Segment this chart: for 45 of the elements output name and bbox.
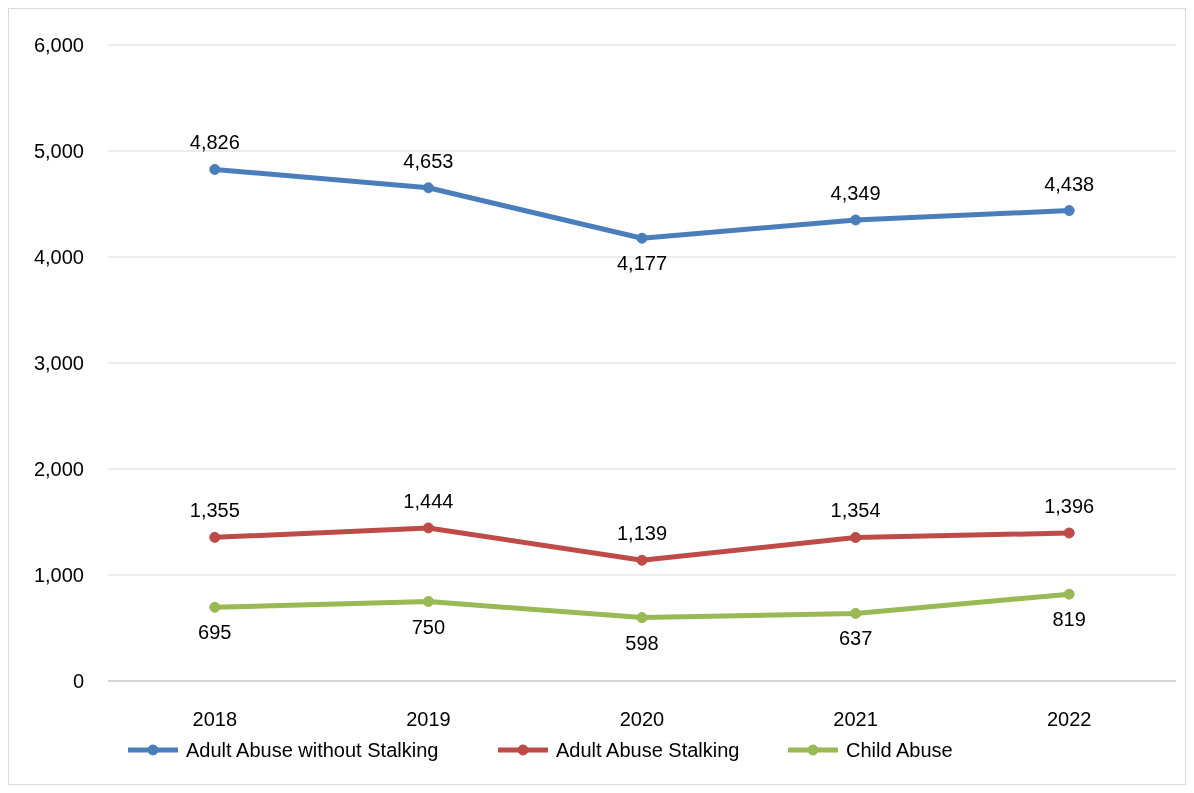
legend-label: Adult Abuse Stalking xyxy=(556,739,740,761)
x-tick-label: 2021 xyxy=(833,708,878,730)
point xyxy=(422,596,434,607)
y-tick-label: 2,000 xyxy=(33,458,84,480)
data-label: 1,396 xyxy=(1044,495,1095,518)
data-label: 4,826 xyxy=(189,131,240,154)
data-label: 750 xyxy=(411,615,446,638)
data-label: 695 xyxy=(198,621,232,644)
data-label: 4,177 xyxy=(616,252,668,275)
y-tick-label: 4,000 xyxy=(33,246,84,268)
x-tick-label: 2018 xyxy=(192,708,238,730)
data-label: 1,354 xyxy=(830,499,881,522)
data-label: 1,355 xyxy=(189,499,240,522)
y-tick-label: 0 xyxy=(72,670,84,692)
x-tick-label: 2019 xyxy=(406,708,451,730)
x-tick-label: 2020 xyxy=(619,708,665,730)
point xyxy=(422,522,434,534)
legend-label: Adult Abuse without Stalking xyxy=(186,739,439,761)
x-tick-label: 2022 xyxy=(1046,708,1092,730)
y-tick-label: 6,000 xyxy=(33,34,84,56)
legend-label: Child Abuse xyxy=(846,739,953,761)
point xyxy=(850,531,862,543)
point xyxy=(1063,588,1075,600)
data-label: 819 xyxy=(1052,608,1086,631)
y-tick-label: 5,000 xyxy=(33,140,84,162)
point xyxy=(209,531,221,543)
point xyxy=(636,232,648,244)
point xyxy=(636,612,648,624)
point xyxy=(636,554,648,566)
point xyxy=(1063,527,1075,539)
point xyxy=(850,607,862,619)
data-label: 4,438 xyxy=(1044,172,1095,195)
point xyxy=(209,601,221,613)
data-label: 637 xyxy=(838,627,873,650)
point xyxy=(209,163,221,175)
data-label: 598 xyxy=(625,631,659,654)
data-label: 4,349 xyxy=(830,182,881,205)
point xyxy=(422,182,434,194)
y-tick-label: 3,000 xyxy=(33,352,84,374)
data-label: 1,139 xyxy=(616,522,668,545)
data-label: 1,444 xyxy=(403,489,454,512)
y-tick-label: 1,000 xyxy=(33,564,84,586)
point xyxy=(850,214,862,226)
data-label: 4,653 xyxy=(403,149,454,172)
point xyxy=(1063,205,1075,217)
